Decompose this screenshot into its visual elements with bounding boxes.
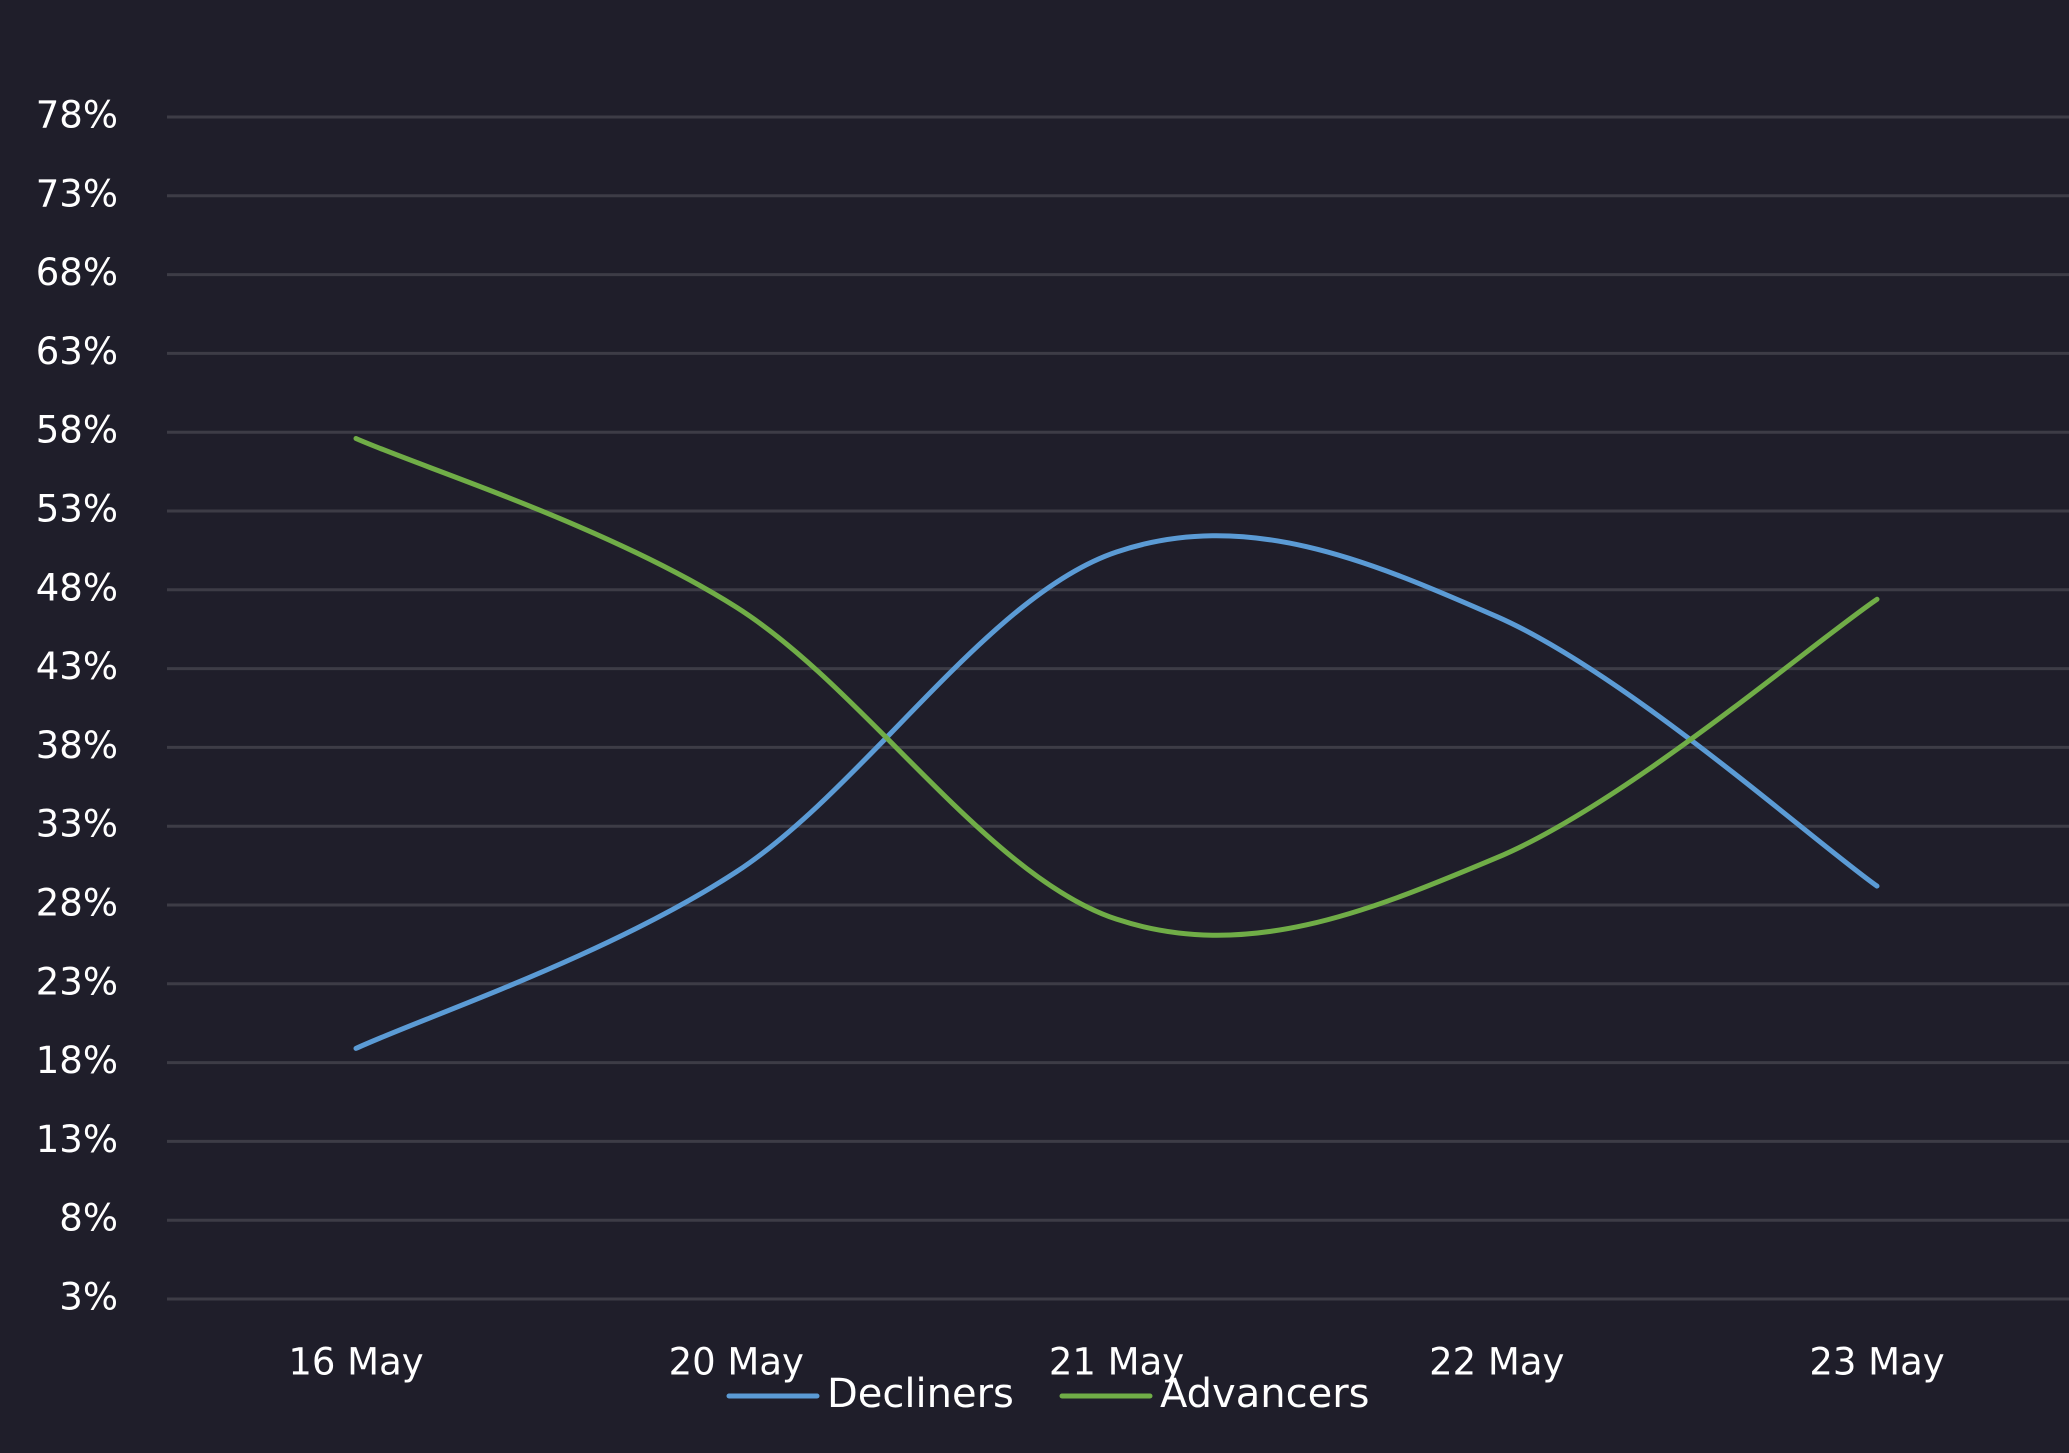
y-axis: 78% 73% 68% 63% 58% 53% 48% 43% 38% 33% 28% 23% 18% 1…	[36, 94, 118, 1319]
y-tick-label: 73%	[36, 172, 118, 215]
x-tick-label: 20 May	[669, 1341, 804, 1384]
y-tick-label: 38%	[36, 724, 118, 767]
y-tick-label: 68%	[36, 251, 118, 294]
y-tick-label: 33%	[36, 803, 118, 846]
y-tick-label: 28%	[36, 882, 118, 925]
y-tick-label: 18%	[36, 1039, 118, 1082]
y-tick-label: 78%	[36, 94, 118, 137]
y-tick-label: 13%	[36, 1118, 118, 1161]
series-lines	[353, 436, 1880, 1051]
x-tick-label: 23 May	[1809, 1341, 1944, 1384]
gridlines	[167, 115, 2069, 1301]
y-tick-label: 53%	[36, 488, 118, 531]
y-tick-label: 8%	[59, 1197, 118, 1240]
y-tick-label: 43%	[36, 645, 118, 688]
x-tick-label: 16 May	[288, 1341, 423, 1384]
legend: Decliners Advancers	[726, 1371, 1369, 1417]
y-tick-label: 63%	[36, 330, 118, 373]
legend-label-advancers: Advancers	[1160, 1371, 1369, 1417]
y-tick-label: 23%	[36, 960, 118, 1003]
x-tick-label: 21 May	[1049, 1341, 1184, 1384]
y-tick-label: 48%	[36, 566, 118, 609]
legend-label-decliners: Decliners	[827, 1371, 1014, 1417]
y-tick-label: 3%	[59, 1276, 118, 1319]
x-axis: 16 May 20 May 21 May 22 May 23 May	[288, 1341, 1944, 1384]
x-tick-label: 22 May	[1429, 1341, 1564, 1384]
y-tick-label: 58%	[36, 409, 118, 452]
series-line-decliners	[353, 533, 1880, 1051]
series-line-advancers	[353, 436, 1880, 938]
